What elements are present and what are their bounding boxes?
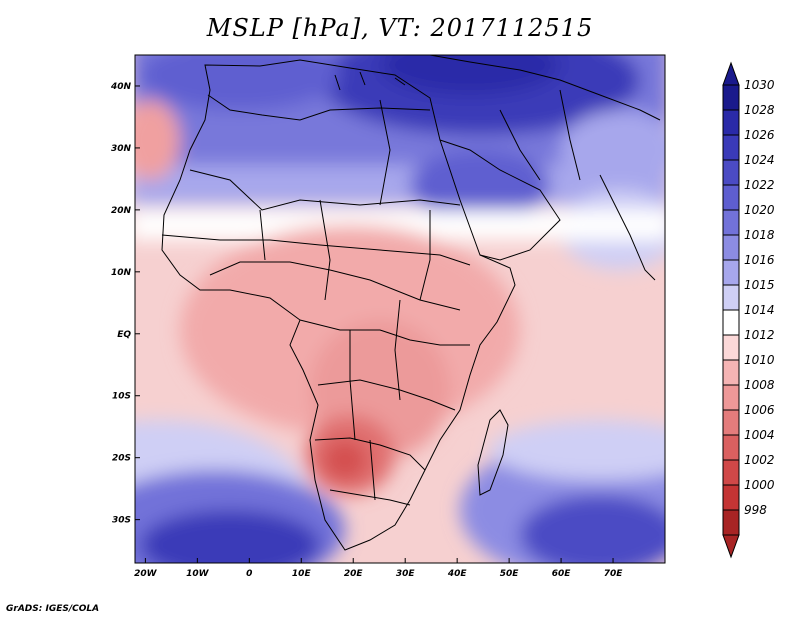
colorbar-label: 1010 <box>744 353 775 367</box>
colorbar-label: 1004 <box>744 428 775 442</box>
colorbar-label: 998 <box>744 503 767 517</box>
colorbar-swatch <box>722 434 740 461</box>
colorbar-label: 1022 <box>744 178 775 192</box>
colorbar-min-arrow <box>722 534 740 559</box>
map-frame <box>134 54 666 564</box>
colorbar-label: 1016 <box>744 253 775 267</box>
colorbar-swatch <box>722 384 740 411</box>
lon-tick-label: 20E <box>344 569 364 579</box>
lon-tick-label: 60E <box>552 569 572 579</box>
colorbar-swatch <box>722 509 740 536</box>
lat-tick-label: 30N <box>111 144 132 154</box>
colorbar-label: 1014 <box>744 303 775 317</box>
lat-tick-label: 40N <box>110 82 132 92</box>
colorbar-label: 1030 <box>744 78 775 92</box>
lon-tick-label: 30E <box>396 569 416 579</box>
lat-tick-label: 20N <box>111 206 132 216</box>
lon-tick-label: 20W <box>134 569 158 579</box>
longitude-axis: 20W 10W 0 10E 20E 30E 40E 50E 60E 70E <box>134 558 623 579</box>
colorbar-swatch <box>722 334 740 361</box>
lat-tick-label: 10S <box>112 392 131 402</box>
lon-tick-label: 50E <box>500 569 520 579</box>
colorbar-label: 1018 <box>744 228 775 242</box>
lat-tick-label: 20S <box>112 454 131 464</box>
colorbar-label: 1015 <box>744 278 775 292</box>
coastlines <box>161 55 661 551</box>
colorbar-swatch <box>722 209 740 236</box>
colorbar-swatch <box>722 409 740 436</box>
pressure-field <box>135 55 665 563</box>
colorbar-label: 1002 <box>744 453 775 467</box>
lon-tick-label: 10E <box>292 569 312 579</box>
colorbar-swatch <box>722 459 740 486</box>
lat-tick-label: EQ <box>117 330 131 340</box>
lat-tick-label: 10N <box>111 268 132 278</box>
colorbar-label: 1020 <box>744 203 775 217</box>
colorbar-swatch <box>722 84 740 111</box>
colorbar-swatch <box>722 309 740 336</box>
grads-credit: GrADS: IGES/COLA <box>6 604 100 614</box>
colorbar-label: 1012 <box>744 328 775 342</box>
colorbar-label: 1024 <box>744 153 775 167</box>
lon-tick-label: 40E <box>447 569 468 579</box>
colorbar-label: 1028 <box>744 103 775 117</box>
colorbar-swatch <box>722 234 740 261</box>
colorbar-swatch <box>722 109 740 136</box>
colorbar-swatch <box>722 259 740 286</box>
colorbar-label: 1000 <box>744 478 775 492</box>
colorbar-label: 1026 <box>744 128 775 142</box>
map-title: MSLP [hPa], VT: 2017112515 <box>206 14 594 42</box>
colorbar-swatch <box>722 184 740 211</box>
colorbar-swatch <box>722 159 740 186</box>
colorbar-label: 1006 <box>744 403 775 417</box>
colorbar-label: 1008 <box>744 378 775 392</box>
colorbar-swatch <box>722 359 740 386</box>
colorbar-max-arrow <box>722 61 740 86</box>
lat-tick-label: 30S <box>112 516 131 526</box>
colorbar-swatch <box>722 284 740 311</box>
lon-tick-label: 0 <box>246 569 252 579</box>
latitude-axis: 40N 30N 20N 10N EQ 10S 20S 30S <box>110 82 140 526</box>
lon-tick-label: 70E <box>604 569 624 579</box>
colorbar: 1030 1028 1026 1024 1022 1020 1018 1016 1015 1014… <box>722 61 775 559</box>
lon-tick-label: 10W <box>186 569 210 579</box>
colorbar-swatch <box>722 134 740 161</box>
colorbar-swatch <box>722 484 740 511</box>
